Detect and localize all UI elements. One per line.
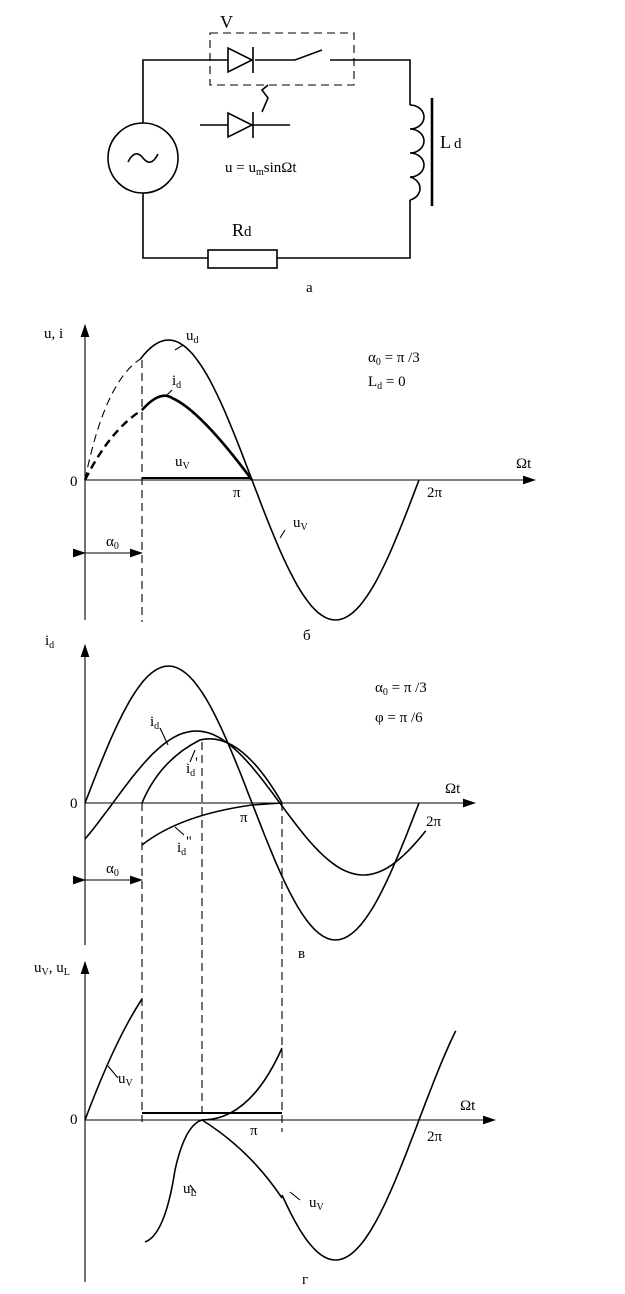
curve-label: uV (175, 454, 191, 472)
text-part: L (368, 374, 377, 390)
text-part: 0 (383, 687, 388, 698)
text-part: α (375, 680, 383, 696)
text-part: α (106, 534, 114, 550)
text-part: V (301, 522, 309, 533)
text-part: u (118, 1071, 126, 1087)
curve-label: uV (309, 1195, 325, 1213)
text-part: m (256, 167, 264, 178)
text-part: d (244, 224, 252, 240)
text-part: d (154, 721, 159, 732)
text-part: 0 (114, 868, 119, 879)
text-part: , u (49, 960, 65, 976)
text-part: α (368, 350, 376, 366)
text-part: i (45, 633, 49, 649)
text-part: ' (195, 755, 198, 771)
curve-label: ud (186, 328, 199, 346)
pi-label: π (250, 1123, 258, 1139)
two-pi-label: 2π (427, 1129, 443, 1145)
x-axis-label: Ωt (516, 456, 532, 472)
param: α0 = π /3 (368, 350, 420, 368)
text-part: V (126, 1078, 134, 1089)
text-part: d (181, 847, 186, 858)
text-part: u (175, 454, 183, 470)
x-axis-label: Ωt (460, 1098, 476, 1114)
origin: 0 (70, 474, 78, 490)
caption: в (298, 946, 305, 962)
text-part: u = u (225, 160, 256, 176)
text-part: d (49, 640, 54, 651)
panel-b: u, i Ωt 0 π 2π α0 = π /3 Ld = 0 ud id uV… (44, 323, 537, 644)
text-part: 0 (114, 541, 119, 552)
pi-label: π (233, 485, 241, 501)
panel-g: uV, uL Ωt 0 π 2π uV uL uV г (34, 960, 497, 1288)
text-part: i (150, 714, 154, 730)
param: α0 = π /3 (375, 680, 427, 698)
text-part: V (42, 967, 50, 978)
curve-label: id (150, 714, 159, 732)
text-part: '' (186, 834, 192, 850)
equation: u = umsinΩt (225, 160, 297, 178)
text-part: L (64, 967, 70, 978)
text-part: u (186, 328, 194, 344)
curve-label: id' (186, 755, 198, 779)
curve-label: uL (183, 1181, 197, 1199)
text-part: L (440, 132, 451, 152)
text-part: d (377, 381, 382, 392)
pi-label: π (240, 810, 248, 826)
text-part: u (309, 1195, 317, 1211)
text-part: = 0 (382, 374, 405, 390)
text-part: α (106, 861, 114, 877)
text-part: sinΩt (264, 160, 298, 176)
curve-label: id (172, 373, 181, 391)
text-part: L (191, 1188, 197, 1199)
text-part: 0 (376, 357, 381, 368)
caption: г (302, 1272, 308, 1288)
two-pi-label: 2π (427, 485, 443, 501)
text-part: = π /3 (388, 680, 427, 696)
text-part: V (317, 1202, 325, 1213)
text-part: V (183, 461, 191, 472)
param: φ = π /6 (375, 710, 423, 726)
text-part: d (194, 335, 199, 346)
angle-label: α0 (106, 861, 119, 879)
text-part: u (293, 515, 301, 531)
x-axis-label: Ωt (445, 781, 461, 797)
text-part: d (176, 380, 181, 391)
caption: б (303, 628, 311, 644)
text-part: i (172, 373, 176, 389)
param: Ld = 0 (368, 374, 406, 392)
resistor-label: Rd (232, 220, 252, 240)
text-part: d (190, 768, 195, 779)
text-part: R (232, 220, 244, 240)
two-pi-label: 2π (426, 814, 442, 830)
origin: 0 (70, 796, 78, 812)
curve-label: uV (118, 1071, 134, 1089)
caption: а (306, 280, 313, 296)
angle-label: α0 (106, 534, 119, 552)
text-part: d (454, 136, 462, 152)
panel-v: id Ωt 0 π 2π α0 = π /3 φ = π /6 id id' i… (45, 633, 477, 1132)
curve-label: uV (293, 515, 309, 533)
text-part: i (186, 761, 190, 777)
origin: 0 (70, 1112, 78, 1128)
text-part: u (34, 960, 42, 976)
switch-label: V (220, 12, 233, 32)
y-axis-label: id (45, 633, 54, 651)
y-axis-label: uV, uL (34, 960, 70, 978)
curve-label: id'' (177, 834, 192, 858)
text-part: u (183, 1181, 191, 1197)
text-part: = π /3 (381, 350, 420, 366)
text-part: i (177, 840, 181, 856)
y-axis-label: u, i (44, 326, 63, 342)
